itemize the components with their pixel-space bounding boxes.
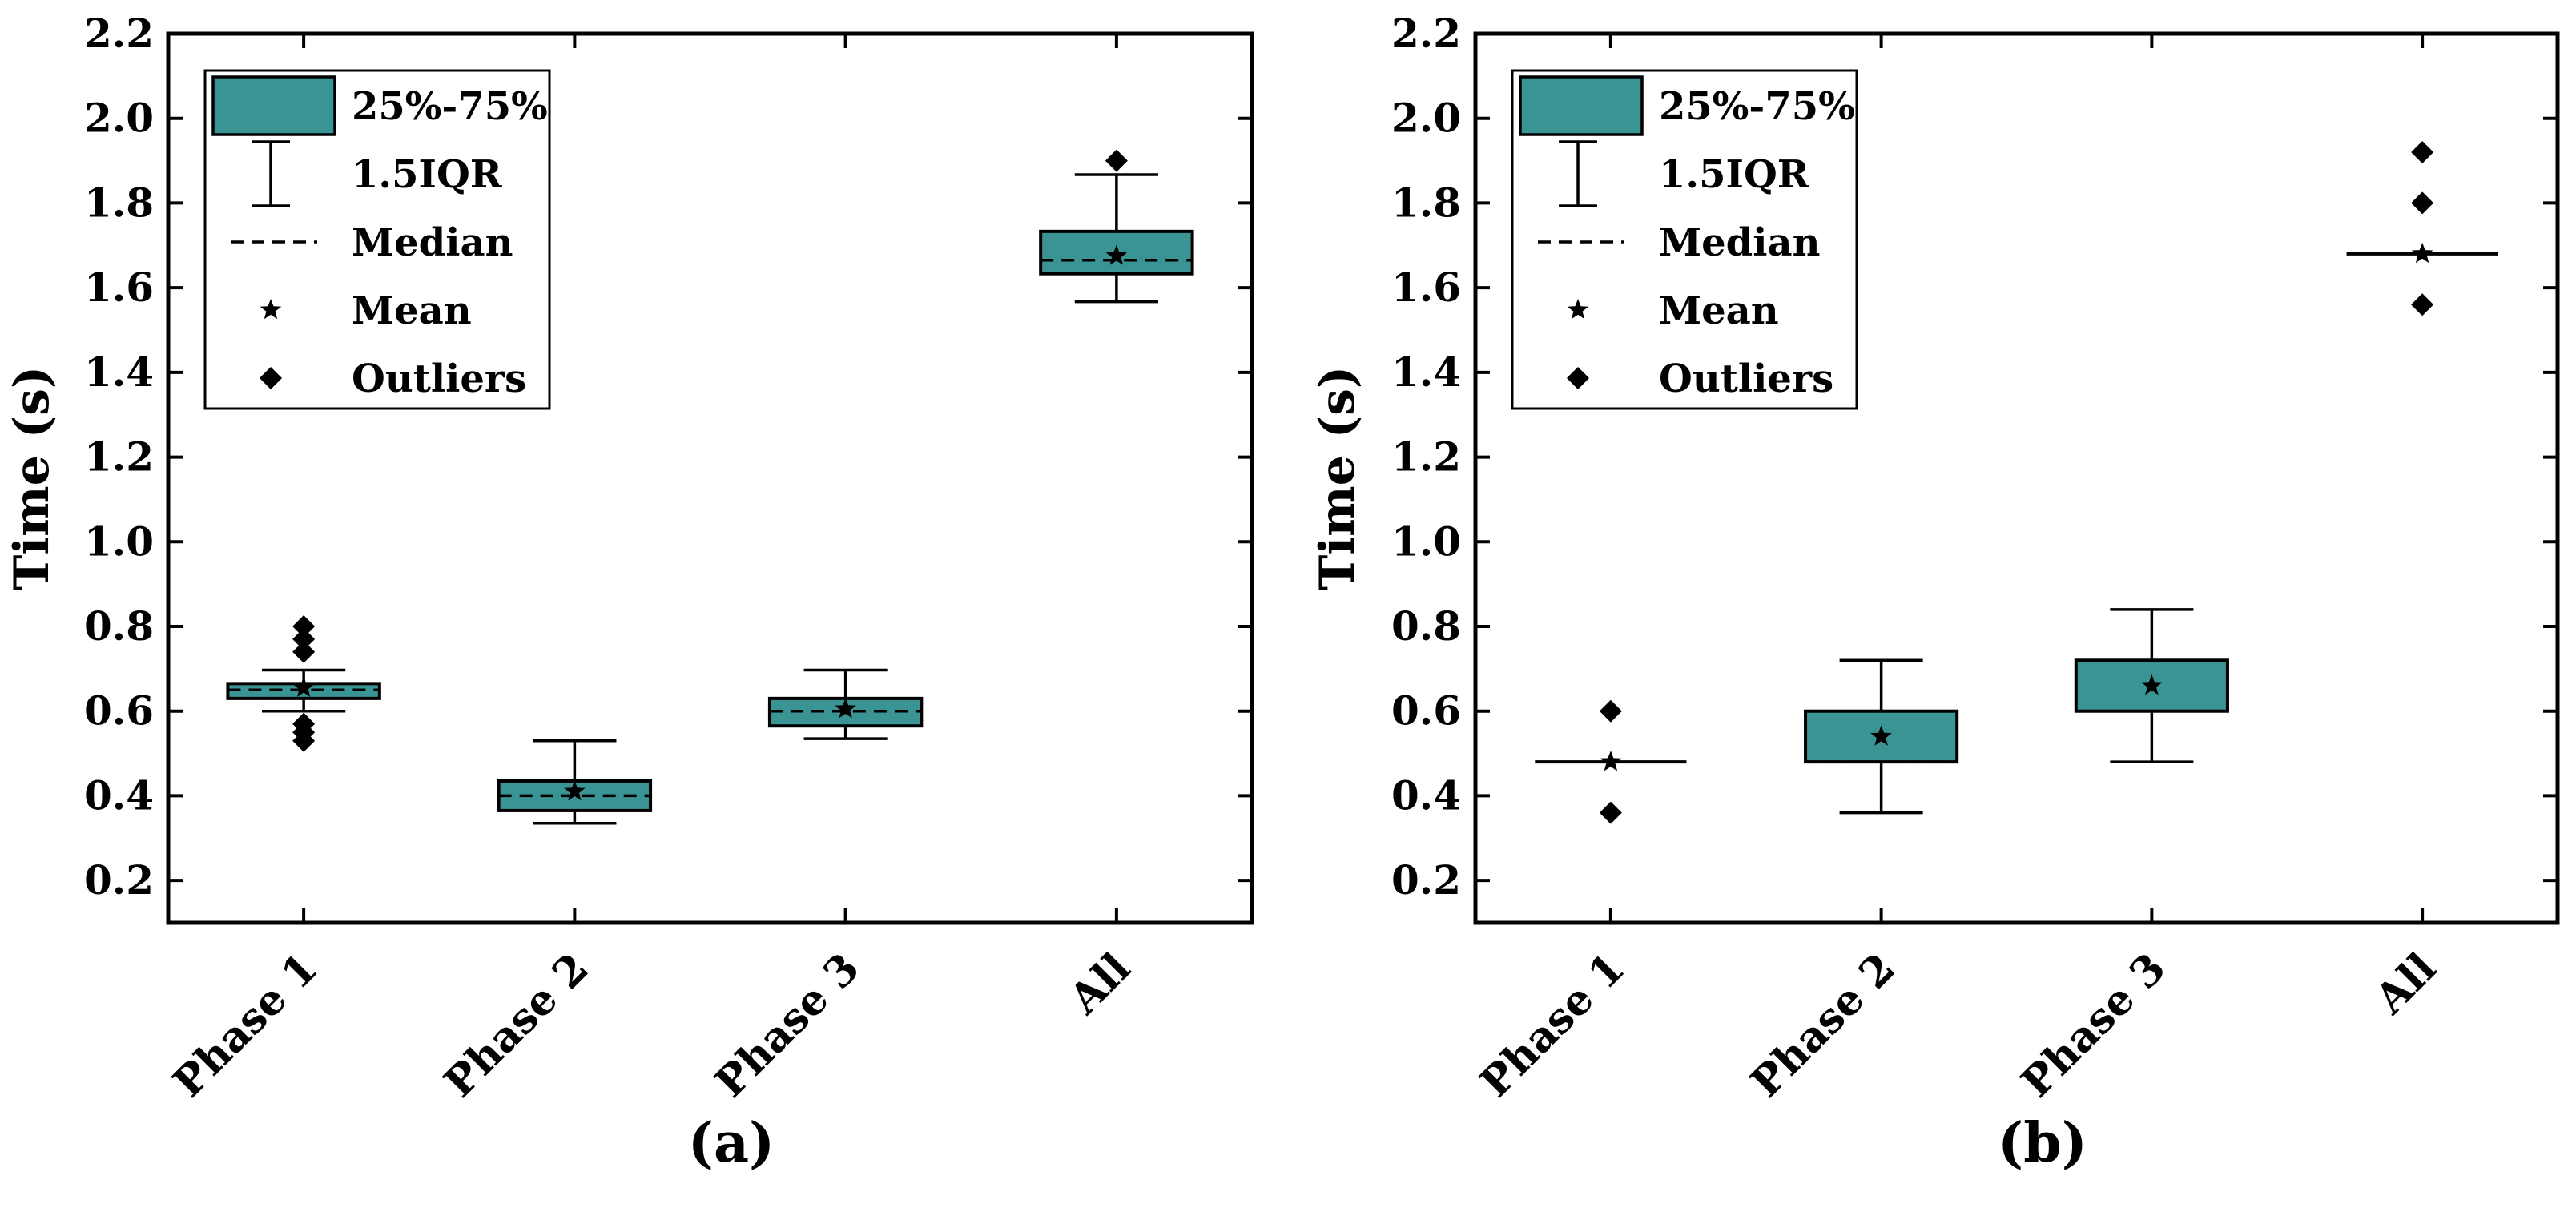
legend-outlier-symbol [260,367,282,389]
outlier-marker [2411,293,2434,316]
box-group [767,668,924,740]
y-tick-label: 2.2 [1391,10,1461,57]
outlier-marker [1599,699,1622,723]
outlier-marker [2411,191,2434,215]
outlier-marker [2411,141,2434,163]
y-tick-label: 1.8 [84,179,154,226]
legend-label-outliers: Outliers [1659,356,1833,401]
x-tick-label: Phase 2 [435,944,598,1107]
y-tick-label: 0.8 [1391,602,1461,650]
legend-mean-symbol [1567,299,1589,320]
y-tick-label: 0.4 [84,771,154,819]
panel-b: 0.2 0.4 0.6 0.8 1.0 1.2 1.4 1.6 1.8 2.0 2.2 Time (s… [1310,10,2560,1175]
outlier-marker [292,627,316,650]
legend-label-whisker: 1.5IQR [1659,152,1810,197]
box-group [2346,141,2498,316]
y-tick-label: 1.4 [84,348,154,396]
legend: 25%-75% 1.5IQR Median Mean Outliers [203,69,551,410]
x-tick-label: Phase 1 [1471,944,1634,1107]
legend-label-box: 25%-75% [352,84,548,129]
legend-mean-symbol [260,299,282,320]
mean-marker [1600,751,1622,771]
box-group [1535,699,1687,824]
legend-label-box: 25%-75% [1659,84,1855,129]
y-axis-label: Time (s) [4,366,60,591]
legend-label-whisker: 1.5IQR [352,152,503,197]
y-tick-label: 1.8 [1391,179,1461,226]
y-tick-label: 0.8 [84,602,154,650]
x-tick-label: Phase 3 [2012,944,2176,1107]
outlier-marker [1105,149,1128,172]
legend-label-outliers: Outliers [352,356,526,401]
box-group [226,615,381,752]
y-tick-label: 1.0 [1391,517,1461,565]
y-tick-label: 1.2 [84,433,154,481]
box-group [1039,149,1194,304]
legend-label-median: Median [1659,220,1820,265]
mean-marker [835,698,856,719]
y-tick-label: 1.4 [1391,348,1461,396]
outlier-marker [292,640,316,663]
legend-label-mean: Mean [352,288,472,333]
plot-frame [1473,31,2560,925]
x-tick-label: Phase 3 [706,944,869,1107]
plot-frame [166,31,1254,925]
legend-label-mean: Mean [1659,288,1779,333]
outlier-marker [292,712,316,735]
x-tick-label: Phase 1 [163,944,327,1107]
panel-label: (b) [1998,1111,2087,1175]
mean-marker [292,676,315,697]
legend-label-median: Median [352,220,513,265]
legend-outlier-symbol [1567,367,1589,389]
y-tick-label: 0.4 [1391,771,1461,819]
box-group [1804,658,1959,815]
mean-marker [2141,674,2163,695]
y-tick-label: 1.2 [1391,433,1461,481]
y-axis-label: Time (s) [1310,366,1366,591]
y-tick-label: 1.6 [1391,264,1461,311]
box-group [497,739,653,825]
y-tick-label: 0.2 [84,856,154,904]
mean-marker [1105,244,1128,265]
y-tick-label: 0.6 [1391,687,1461,735]
mean-marker [564,780,586,801]
mean-marker [1870,725,1892,746]
y-tick-label: 2.2 [84,10,154,57]
panel-a: 0.2 0.4 0.6 0.8 1.0 1.2 1.4 1.6 1.8 2.0 2.2 Time (s… [4,10,1254,1175]
legend: 25%-75% 1.5IQR Median Mean Outliers [1511,69,1858,410]
legend-box-swatch [1519,75,1644,136]
x-tick-label: All [1060,944,1140,1024]
legend-box-swatch [211,75,336,136]
outlier-marker [1599,801,1622,824]
y-tick-label: 2.0 [1391,95,1461,142]
outlier-marker [292,615,316,638]
x-tick-label: Phase 2 [1741,944,1905,1107]
y-tick-label: 0.6 [84,687,154,735]
mean-marker [2411,242,2433,264]
x-tick-label: All [2365,944,2445,1024]
panel-label: (a) [688,1111,775,1175]
y-tick-label: 1.6 [84,264,154,311]
y-tick-label: 2.0 [84,95,154,142]
y-tick-label: 1.0 [84,517,154,565]
box-group [2074,608,2229,763]
y-tick-label: 0.2 [1391,856,1461,904]
